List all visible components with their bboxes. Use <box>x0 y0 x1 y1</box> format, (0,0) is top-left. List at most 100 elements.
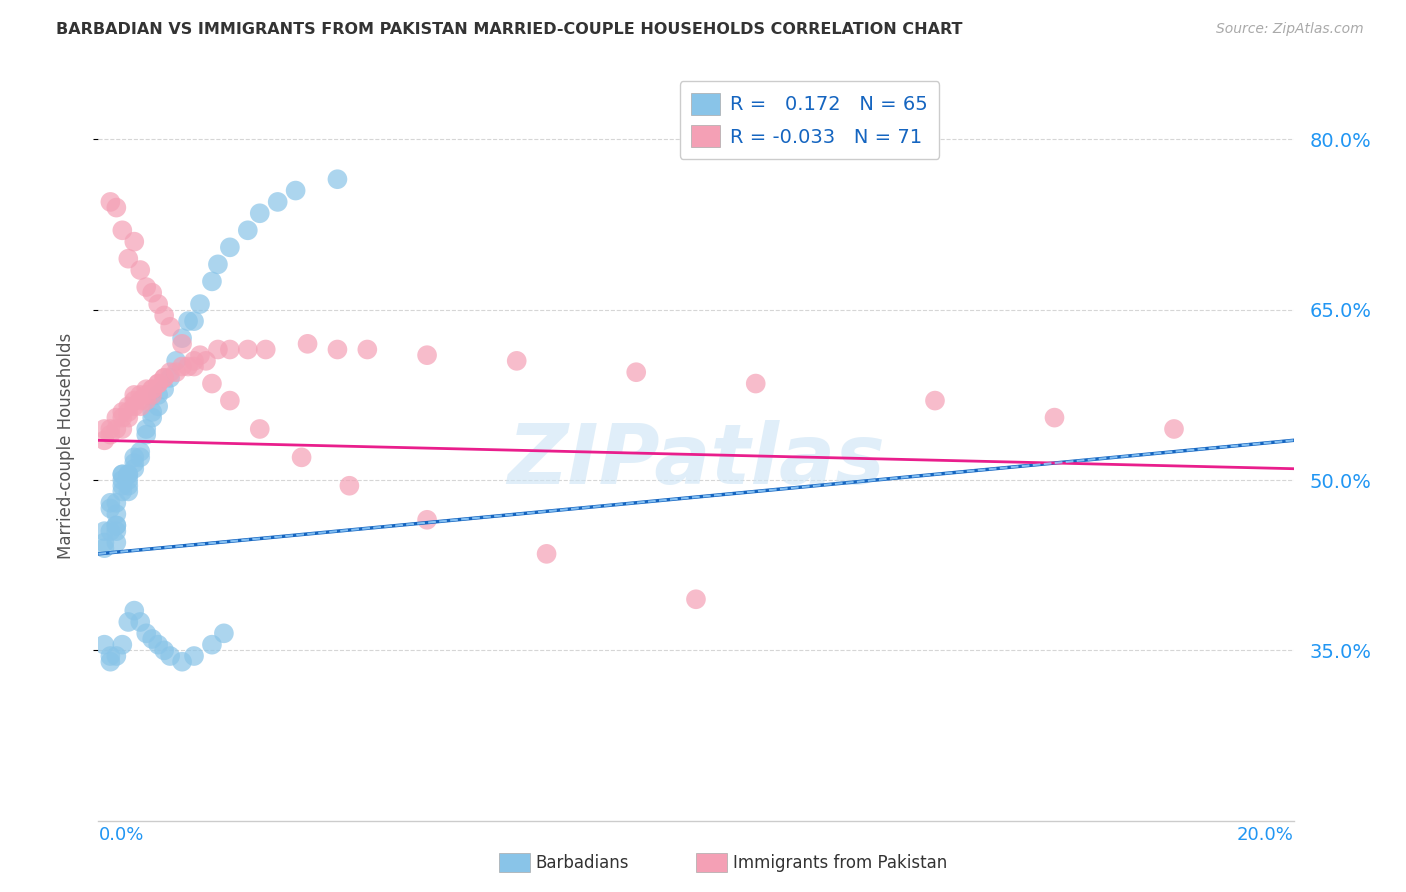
Point <box>141 382 163 396</box>
Point <box>219 343 242 357</box>
Point <box>105 524 128 538</box>
Text: ZIPatlas: ZIPatlas <box>508 420 884 501</box>
Point <box>111 405 134 419</box>
Point <box>105 518 128 533</box>
Point <box>148 297 170 311</box>
Point <box>124 456 146 470</box>
Point <box>129 399 152 413</box>
Point <box>153 309 176 323</box>
Point <box>98 648 122 663</box>
Point <box>183 354 205 368</box>
Point <box>111 484 134 499</box>
Point <box>105 518 128 533</box>
Point <box>326 343 349 357</box>
Point <box>172 331 194 345</box>
Point <box>105 648 128 663</box>
Point <box>129 444 152 458</box>
Text: 0.0%: 0.0% <box>98 826 143 845</box>
Text: Source: ZipAtlas.com: Source: ZipAtlas.com <box>1216 22 1364 37</box>
Point <box>129 263 152 277</box>
Y-axis label: Married-couple Households: Married-couple Households <box>56 333 75 559</box>
Point <box>183 648 205 663</box>
Point <box>326 172 349 186</box>
Point <box>98 427 122 442</box>
Point <box>219 240 242 254</box>
Point <box>98 524 122 538</box>
Point <box>98 655 122 669</box>
Point <box>153 382 176 396</box>
Point <box>165 354 187 368</box>
Point <box>159 365 181 379</box>
Point <box>135 388 157 402</box>
Legend: R =   0.172   N = 65, R = -0.033   N = 71: R = 0.172 N = 65, R = -0.033 N = 71 <box>679 81 939 159</box>
Point <box>159 648 181 663</box>
Point <box>249 422 271 436</box>
Point <box>177 359 200 374</box>
Point <box>135 393 157 408</box>
Point <box>124 461 146 475</box>
Point <box>111 410 134 425</box>
Point <box>1163 422 1185 436</box>
Point <box>207 257 229 271</box>
Point <box>183 314 205 328</box>
Point <box>129 388 152 402</box>
Point <box>93 638 115 652</box>
Point <box>172 359 194 374</box>
Point <box>135 422 157 436</box>
Point <box>111 223 134 237</box>
Point <box>153 643 176 657</box>
Point <box>105 535 128 549</box>
Point <box>93 541 115 556</box>
Point <box>195 354 218 368</box>
Point <box>201 638 224 652</box>
Point <box>117 484 139 499</box>
Point <box>284 184 307 198</box>
Point <box>105 201 128 215</box>
Point <box>98 194 122 209</box>
Point <box>141 382 163 396</box>
Point <box>135 280 157 294</box>
Point <box>111 422 134 436</box>
Point <box>536 547 558 561</box>
Text: Immigrants from Pakistan: Immigrants from Pakistan <box>733 854 946 871</box>
Point <box>339 479 361 493</box>
Point <box>924 393 946 408</box>
Point <box>111 467 134 482</box>
Point <box>148 638 170 652</box>
Point <box>141 388 163 402</box>
Point <box>117 615 139 629</box>
Point <box>153 371 176 385</box>
Point <box>159 319 181 334</box>
Point <box>111 473 134 487</box>
Point <box>297 336 319 351</box>
Point <box>141 405 163 419</box>
Point <box>135 626 157 640</box>
Point <box>93 434 115 448</box>
Point <box>105 507 128 521</box>
Point <box>105 496 128 510</box>
Point <box>249 206 271 220</box>
Point <box>165 365 187 379</box>
Point <box>93 422 115 436</box>
Text: BARBADIAN VS IMMIGRANTS FROM PAKISTAN MARRIED-COUPLE HOUSEHOLDS CORRELATION CHAR: BARBADIAN VS IMMIGRANTS FROM PAKISTAN MA… <box>56 22 963 37</box>
Point <box>105 410 128 425</box>
Point <box>356 343 378 357</box>
Point <box>1043 410 1066 425</box>
Point <box>129 393 152 408</box>
Point <box>236 343 259 357</box>
Point <box>124 399 146 413</box>
Point <box>219 393 242 408</box>
Text: Barbadians: Barbadians <box>536 854 630 871</box>
Point <box>416 348 439 362</box>
Point <box>129 450 152 465</box>
Point <box>212 626 235 640</box>
Text: 20.0%: 20.0% <box>1237 826 1294 845</box>
Point <box>124 604 146 618</box>
Point <box>117 399 139 413</box>
Point <box>117 467 139 482</box>
Point <box>93 524 115 538</box>
Point <box>172 655 194 669</box>
Point <box>148 376 170 391</box>
Point <box>141 632 163 646</box>
Point <box>98 496 122 510</box>
